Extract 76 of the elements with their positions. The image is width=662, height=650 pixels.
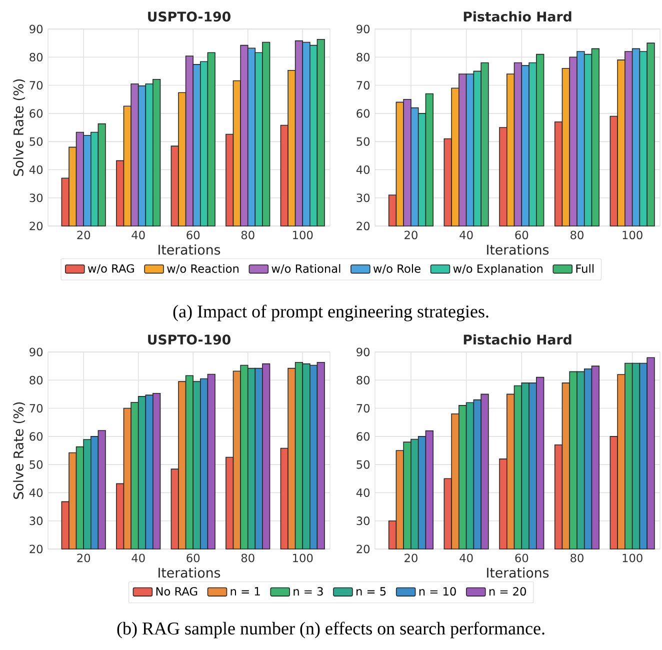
x-tick-label: 20 — [404, 230, 418, 240]
x-tick-label: 40 — [460, 230, 473, 240]
y-tick-label: 80 — [30, 52, 43, 62]
y-tick-label: 50 — [356, 137, 370, 146]
legend-label: No RAG — [156, 587, 198, 596]
x-tick-label: 100 — [293, 230, 313, 240]
x-tick-label: 80 — [241, 230, 254, 240]
y-tick-label: 30 — [30, 516, 43, 526]
y-tick-label: 20 — [30, 222, 43, 230]
y-tick-label: 40 — [29, 165, 43, 174]
y-tick-label: 40 — [356, 488, 370, 497]
y-tick-label: 70 — [356, 404, 370, 413]
y-tick-label: 20 — [356, 222, 370, 230]
y-tick-label: 60 — [30, 109, 43, 118]
x-tick-label: 60 — [186, 230, 200, 240]
x-tick-label: 60 — [186, 554, 200, 562]
chart-title: USPTO-190 — [148, 12, 230, 22]
y-tick-label: 90 — [30, 24, 43, 34]
chart-title: Pistachio Hard — [464, 334, 572, 345]
x-tick-label: 100 — [622, 230, 642, 240]
x-tick-label: 40 — [132, 554, 145, 562]
y-tick-label: 50 — [30, 460, 43, 469]
x-tick-label: 80 — [241, 554, 254, 562]
x-axis-title: Iterations — [487, 567, 549, 578]
y-tick-label: 70 — [356, 81, 370, 90]
y-tick-label: 90 — [30, 348, 43, 356]
y-tick-label: 80 — [356, 376, 370, 384]
y-tick-label: 30 — [356, 194, 370, 202]
y-tick-label: 60 — [30, 432, 43, 441]
legend-label: w/o RAG — [88, 264, 134, 274]
y-tick-label: 70 — [30, 404, 43, 413]
y-tick-label: 50 — [30, 137, 43, 146]
x-tick-label: 40 — [132, 230, 145, 240]
y-tick-label: 90 — [356, 24, 370, 34]
y-tick-label: 20 — [30, 544, 43, 554]
x-axis-title: Iterations — [158, 567, 220, 578]
x-tick-label: 60 — [515, 554, 528, 562]
x-tick-label: 20 — [77, 554, 90, 562]
x-tick-label: 80 — [570, 230, 584, 240]
y-tick-label: 80 — [30, 376, 43, 384]
y-tick-label: 50 — [356, 460, 370, 469]
legend-label: n = 1 — [230, 587, 260, 596]
x-tick-label: 20 — [77, 230, 90, 240]
legend-label: n = 5 — [356, 587, 386, 596]
x-tick-label: 80 — [570, 554, 584, 562]
y-tick-label: 40 — [29, 488, 43, 497]
legend-label: w/o Reaction — [167, 264, 238, 274]
y-tick-label: 30 — [30, 194, 43, 202]
legend-label: w/o Rational — [272, 264, 340, 274]
chart-title: Pistachio Hard — [464, 11, 572, 22]
x-tick-label: 60 — [515, 230, 528, 240]
legend-label: n = 10 — [419, 587, 456, 596]
y-tick-label: 60 — [356, 109, 370, 118]
text: (a) Impact of prompt engineering strategies. — [173, 304, 488, 322]
x-axis-title: Iterations — [487, 244, 549, 255]
legend-label: n = 20 — [489, 587, 526, 596]
y-tick-label: 20 — [356, 544, 370, 554]
y-tick-label: 70 — [30, 81, 43, 90]
chart-title: USPTO-190 — [148, 334, 230, 345]
legend-label: w/o Explanation — [453, 264, 542, 276]
x-tick-label: 100 — [293, 554, 313, 562]
x-tick-label: 100 — [622, 554, 642, 562]
y-tick-label: 30 — [356, 516, 370, 526]
y-tick-label: 40 — [356, 165, 370, 174]
legend-label: n = 3 — [294, 587, 323, 596]
y-tick-label: 60 — [356, 432, 370, 441]
y-axis-title: Solve Rate (%) — [13, 79, 26, 176]
x-tick-label: 20 — [404, 554, 418, 562]
legend-label: w/o Role — [373, 264, 420, 274]
y-tick-label: 90 — [356, 348, 370, 356]
x-tick-label: 40 — [460, 554, 473, 562]
legend-label: Full — [576, 264, 594, 273]
text: (b) RAG sample number (n) effects on search performance. — [117, 622, 544, 638]
y-tick-label: 80 — [356, 52, 370, 62]
y-axis-title: Solve Rate (%) — [13, 402, 26, 499]
x-axis-title: Iterations — [158, 244, 220, 255]
